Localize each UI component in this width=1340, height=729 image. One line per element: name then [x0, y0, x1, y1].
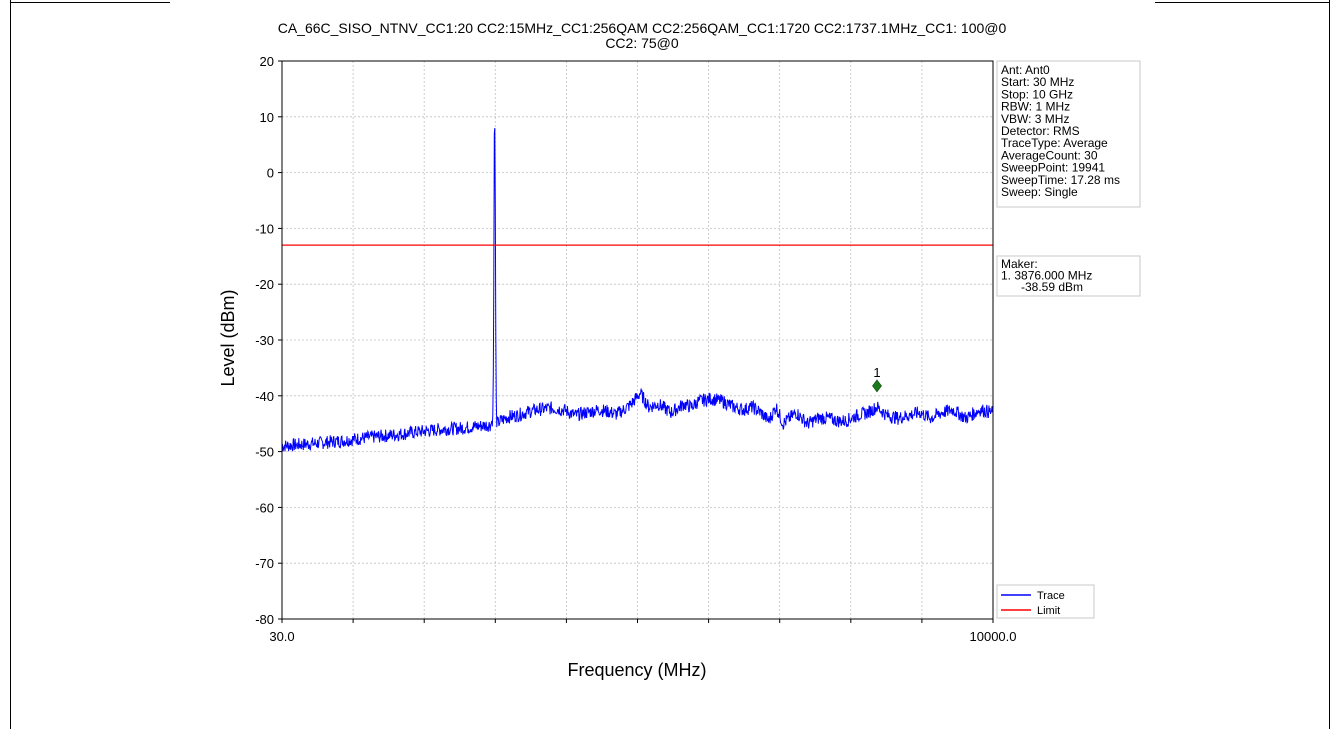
series-trace-line: [281, 127, 994, 452]
x-axis-title: Frequency (MHz): [567, 660, 706, 680]
sweep-info-line: TraceType: Average: [1001, 136, 1108, 150]
y-tick-label: 20: [260, 54, 274, 69]
x-axis-ticks: [281, 619, 994, 623]
marker-info-line: 1. 3876.000 MHz: [1001, 269, 1092, 283]
y-tick-label: 0: [267, 166, 274, 181]
y-tick-label: -30: [255, 333, 274, 348]
chart-subtitle: CC2: 75@0: [605, 35, 679, 51]
chart-title: CA_66C_SISO_NTNV_CC1:20 CC2:15MHz_CC1:25…: [278, 20, 1007, 36]
sweep-info-frame: [996, 60, 1141, 208]
plot-border: [281, 60, 994, 620]
y-tick-label: -40: [255, 389, 274, 404]
page-frame: [10, 0, 1330, 729]
legend-label: Limit: [1037, 605, 1060, 617]
y-axis-ticks: 20 10 0 -10 -20 -30 -40 -50 -60 -70 -80: [255, 54, 282, 627]
sweep-info-line: Start: 30 MHz: [1001, 75, 1074, 89]
sweep-info-line: Sweep: Single: [1001, 185, 1078, 199]
frame-top-border-right: [1155, 2, 1330, 3]
legend-label: Trace: [1037, 590, 1065, 602]
sweep-info-line: Stop: 10 GHz: [1001, 87, 1073, 101]
y-tick-label: 10: [260, 110, 274, 125]
sweep-info-line: SweepTime: 17.28 ms: [1001, 173, 1120, 187]
y-tick-label: -20: [255, 277, 274, 292]
marker-info-frame: [996, 255, 1141, 297]
y-tick-label: -70: [255, 556, 274, 571]
marker-info-line: Maker:: [1001, 257, 1038, 271]
marker-diamond: [872, 379, 882, 393]
sweep-info-line: RBW: 1 MHz: [1001, 100, 1070, 114]
frame-top-border-left: [10, 2, 170, 3]
marker-info-line: -38.59 dBm: [1001, 280, 1083, 294]
y-tick-label: -80: [255, 612, 274, 627]
y-tick-label: -60: [255, 500, 274, 515]
x-tick-label-end: 10000.0: [970, 629, 1017, 644]
marker-info-box: Maker:1. 3876.000 MHz -38.59 dBm: [996, 255, 1141, 297]
y-tick-label: -50: [255, 445, 274, 460]
sweep-info-line: Detector: RMS: [1001, 124, 1080, 138]
marker-layer: 1: [872, 365, 882, 393]
sweep-info-line: AverageCount: 30: [1001, 148, 1098, 162]
legend-frame: [996, 584, 1095, 619]
marker-label: 1: [873, 365, 880, 380]
y-axis-title: Level (dBm): [218, 289, 238, 386]
sweep-info-line: Ant: Ant0: [1001, 63, 1050, 77]
y-tick-label: -10: [255, 221, 274, 236]
x-tick-label-start: 30.0: [269, 629, 294, 644]
series-layer: [281, 127, 994, 452]
grid-lines: [282, 61, 993, 619]
sweep-info-line: SweepPoint: 19941: [1001, 161, 1105, 175]
sweep-info-line: VBW: 3 MHz: [1001, 112, 1069, 126]
legend: Trace Limit: [996, 584, 1095, 619]
